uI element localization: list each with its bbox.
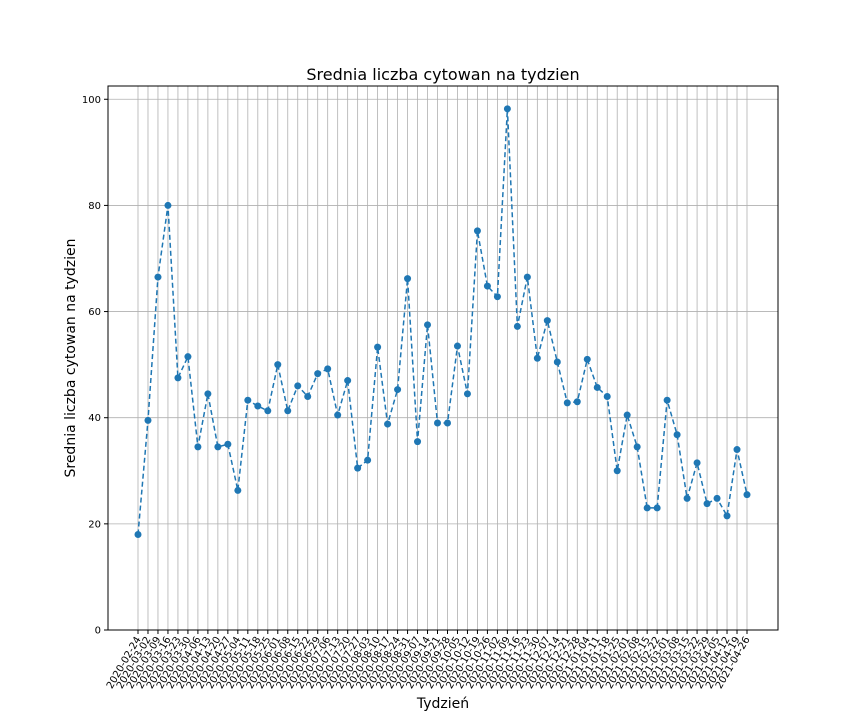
data-point: [304, 392, 312, 400]
data-point: [434, 419, 442, 427]
data-point: [623, 411, 631, 419]
data-point: [483, 282, 491, 290]
data-point: [453, 342, 461, 350]
data-point: [683, 494, 691, 502]
plot-frame: [107, 85, 779, 631]
data-point: [573, 398, 581, 406]
data-point: [583, 355, 591, 363]
data-point: [603, 392, 611, 400]
data-point: [224, 440, 232, 448]
data-point: [154, 273, 162, 281]
data-point: [593, 383, 601, 391]
data-point: [244, 396, 252, 404]
data-point: [144, 416, 152, 424]
data-point: [174, 374, 182, 382]
data-point: [134, 530, 142, 538]
data-point: [443, 419, 451, 427]
data-point: [424, 321, 432, 329]
data-point: [334, 411, 342, 419]
data-point: [234, 486, 242, 494]
data-point: [324, 365, 332, 373]
data-point: [264, 407, 272, 415]
data-point: [274, 361, 282, 369]
data-point: [164, 201, 172, 209]
y-tick-label: 80: [88, 201, 101, 212]
data-point: [743, 491, 751, 499]
data-point: [194, 443, 202, 451]
data-point: [184, 353, 192, 361]
data-point: [414, 438, 422, 446]
y-tick-label: 100: [82, 95, 101, 106]
data-point: [733, 446, 741, 454]
data-point: [563, 399, 571, 407]
data-point: [633, 443, 641, 451]
data-point: [204, 390, 212, 398]
data-point: [693, 459, 701, 467]
data-point: [463, 390, 471, 398]
data-point: [284, 407, 292, 415]
data-point: [314, 370, 322, 378]
data-point: [543, 317, 551, 325]
data-points: [134, 105, 751, 538]
y-tick-label: 40: [88, 413, 101, 424]
y-axis-label: Srednia liczba cytowan na tydzien: [63, 238, 79, 477]
data-point: [384, 420, 392, 428]
data-point: [723, 512, 731, 520]
grid-lines: [108, 86, 778, 631]
data-point: [663, 396, 671, 404]
data-point: [653, 504, 661, 512]
plot-area: [108, 86, 778, 630]
x-ticks: 2020-02-242020-03-022020-03-092020-03-16…: [105, 630, 753, 691]
data-point: [613, 467, 621, 475]
data-point: [354, 464, 362, 472]
data-point: [374, 343, 382, 351]
y-tick-label: 20: [88, 519, 101, 530]
data-point: [344, 377, 352, 385]
chart-title: Srednia liczba cytowan na tydzien: [306, 65, 579, 84]
data-point: [503, 105, 511, 113]
data-point: [394, 386, 402, 394]
data-point: [533, 354, 541, 362]
data-point: [643, 504, 651, 512]
data-point: [294, 382, 302, 390]
y-tick-label: 0: [95, 626, 101, 637]
data-point: [254, 402, 262, 410]
data-point: [473, 227, 481, 235]
data-point: [493, 293, 501, 301]
data-point: [513, 322, 521, 330]
y-ticks: 0 20 40 60 80 100: [82, 95, 108, 637]
series-line: [137, 108, 748, 535]
data-point: [214, 443, 222, 451]
x-axis-label: Tydzień: [416, 696, 469, 712]
data-point: [364, 456, 372, 464]
data-point: [523, 273, 531, 281]
data-point: [404, 275, 412, 283]
data-point: [673, 431, 681, 439]
data-point: [713, 494, 721, 502]
y-tick-label: 60: [88, 307, 101, 318]
data-point: [703, 500, 711, 508]
data-point: [553, 358, 561, 366]
